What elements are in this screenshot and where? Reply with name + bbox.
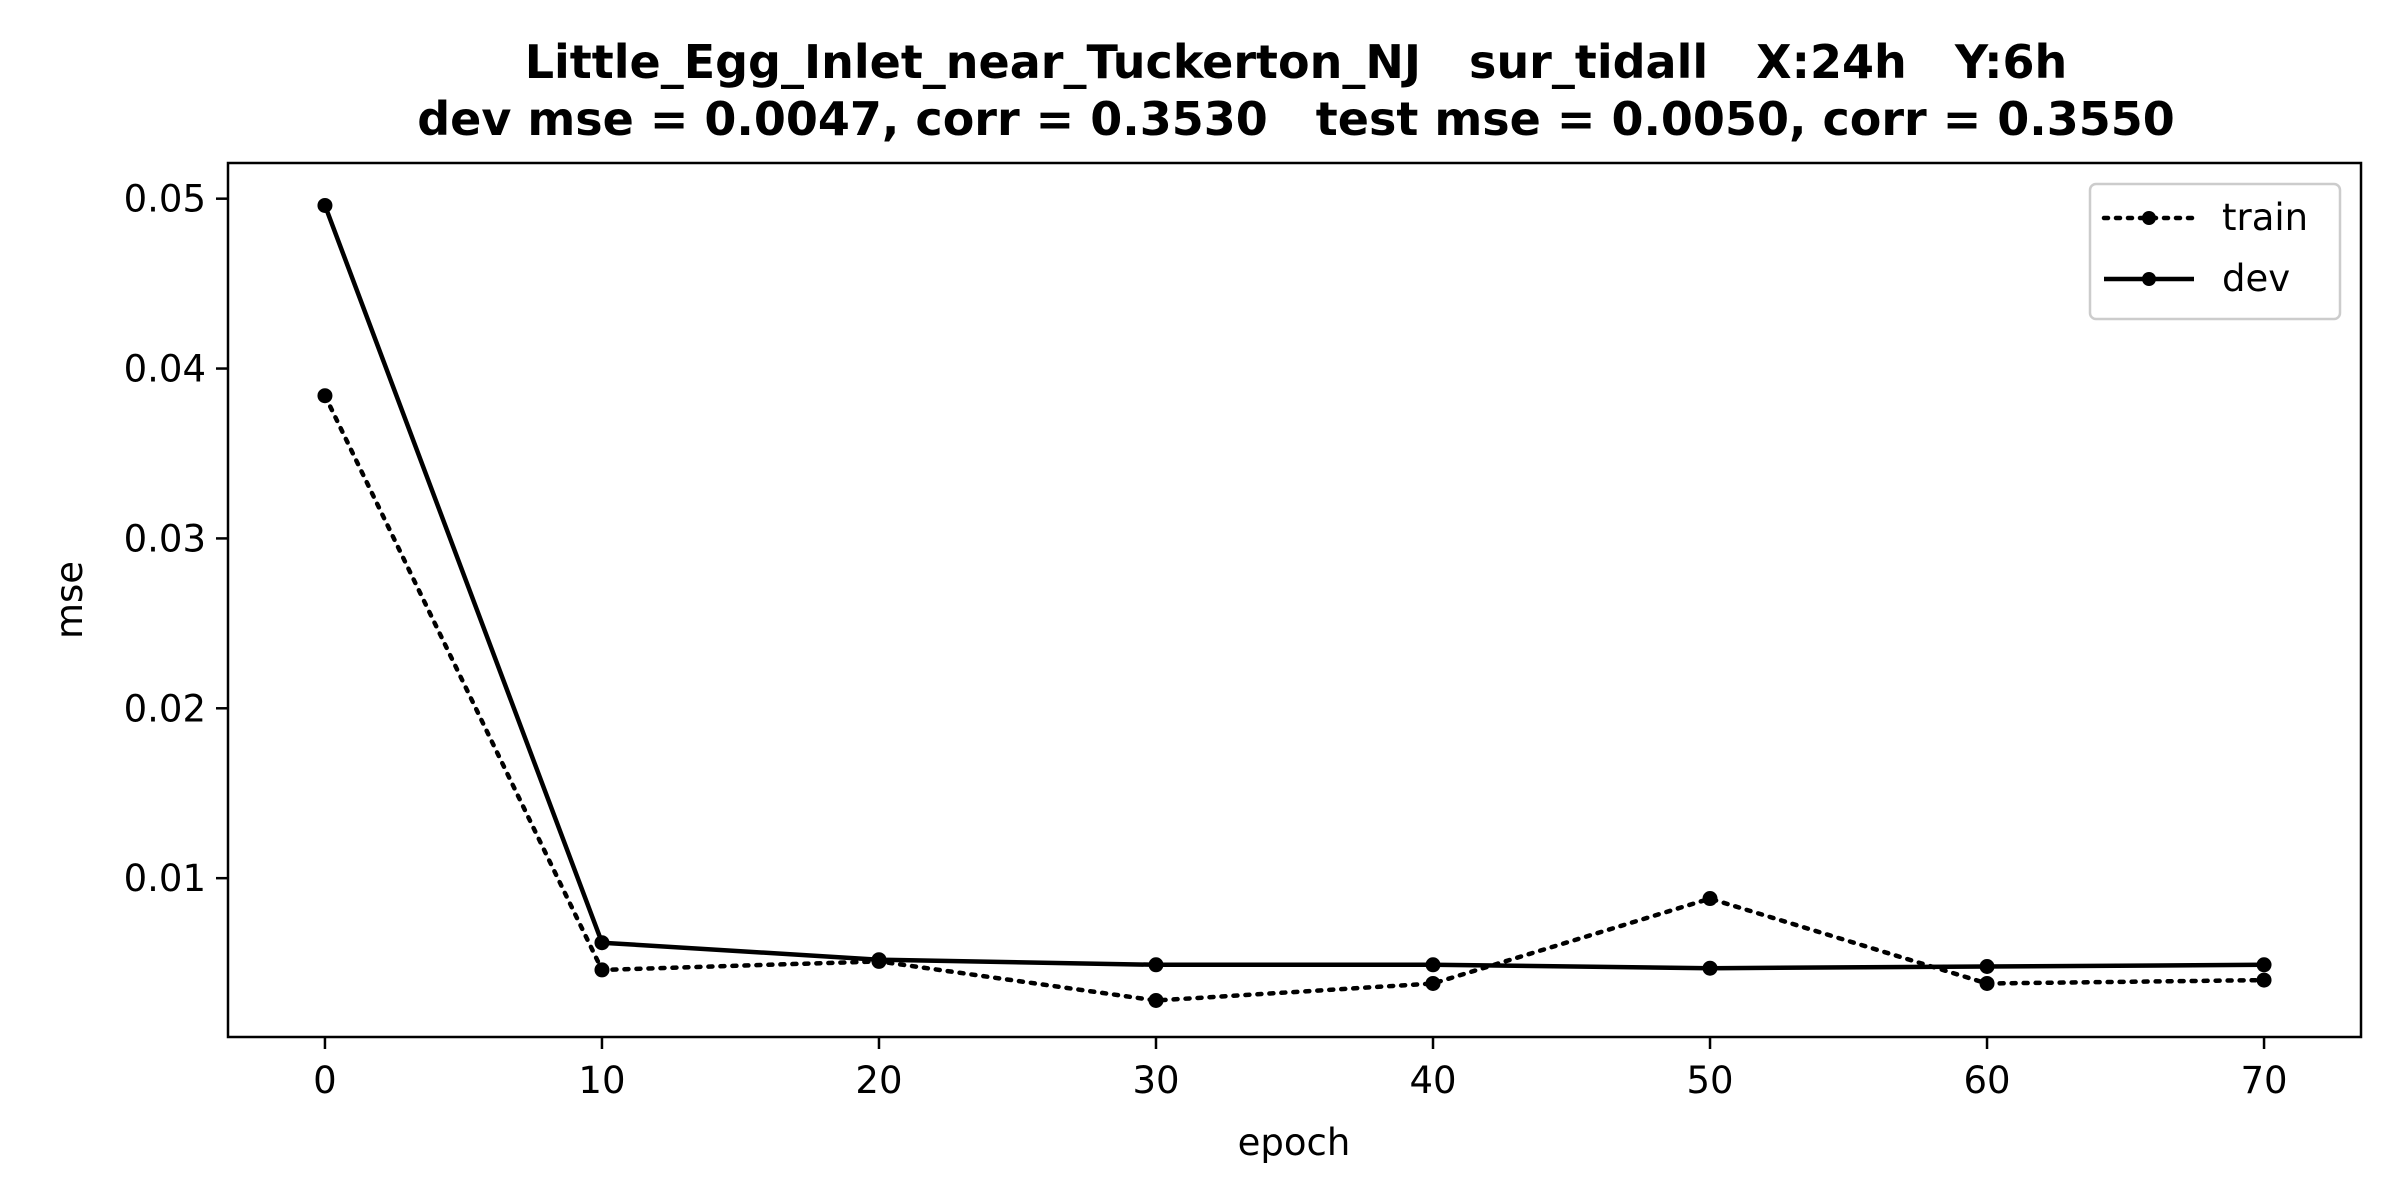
data-point-dev (1702, 960, 1718, 976)
series-line-dev (322, 203, 2267, 971)
data-point-dev (1979, 959, 1995, 975)
data-point-train (594, 962, 610, 978)
legend-train-marker (2142, 211, 2156, 225)
x-tick-label: 20 (855, 1059, 902, 1102)
y-tick-label: 0.04 (124, 348, 206, 391)
legend-dev-marker (2142, 272, 2156, 286)
data-point-train (2256, 972, 2272, 988)
data-point-dev (594, 935, 610, 951)
data-point-dev (317, 197, 333, 213)
data-point-train (1148, 992, 1164, 1008)
data-point-dev (871, 952, 887, 968)
x-tick-label: 30 (1132, 1059, 1179, 1102)
x-axis: 0 10 20 30 40 50 60 70 (313, 1037, 2288, 1102)
series-line-train (322, 393, 2267, 1003)
data-point-dev (1425, 957, 1441, 973)
plot-frame (226, 161, 2363, 1039)
data-point-train (317, 388, 333, 404)
x-tick-label: 40 (1409, 1059, 1456, 1102)
x-tick-label: 10 (578, 1059, 625, 1102)
x-axis-label: epoch (1238, 1121, 1351, 1164)
x-tick-label: 70 (2240, 1059, 2287, 1102)
x-tick-label: 50 (1686, 1059, 1733, 1102)
legend-dev-label: dev (2222, 257, 2290, 300)
data-point-train (1425, 975, 1441, 991)
y-tick-label: 0.03 (124, 517, 206, 560)
legend-train-label: train (2222, 196, 2308, 239)
x-tick-label: 60 (1963, 1059, 2010, 1102)
y-axis: 0.01 0.02 0.03 0.04 0.05 (124, 178, 228, 900)
data-point-dev (2256, 957, 2272, 973)
x-tick-label: 0 (313, 1059, 337, 1102)
y-tick-label: 0.05 (124, 178, 206, 221)
y-tick-label: 0.01 (124, 857, 206, 900)
legend: train dev (2088, 182, 2342, 321)
y-tick-label: 0.02 (124, 687, 206, 730)
y-axis-label: mse (48, 561, 91, 639)
series-layer (317, 197, 2272, 1008)
data-point-train (1702, 891, 1718, 907)
data-point-dev (1148, 957, 1164, 973)
chart-subtitle: dev mse = 0.0047, corr = 0.3530 test mse… (417, 92, 2175, 146)
chart-title: Little_Egg_Inlet_near_Tuckerton_NJ sur_t… (525, 35, 2068, 89)
data-point-train (1979, 975, 1995, 991)
